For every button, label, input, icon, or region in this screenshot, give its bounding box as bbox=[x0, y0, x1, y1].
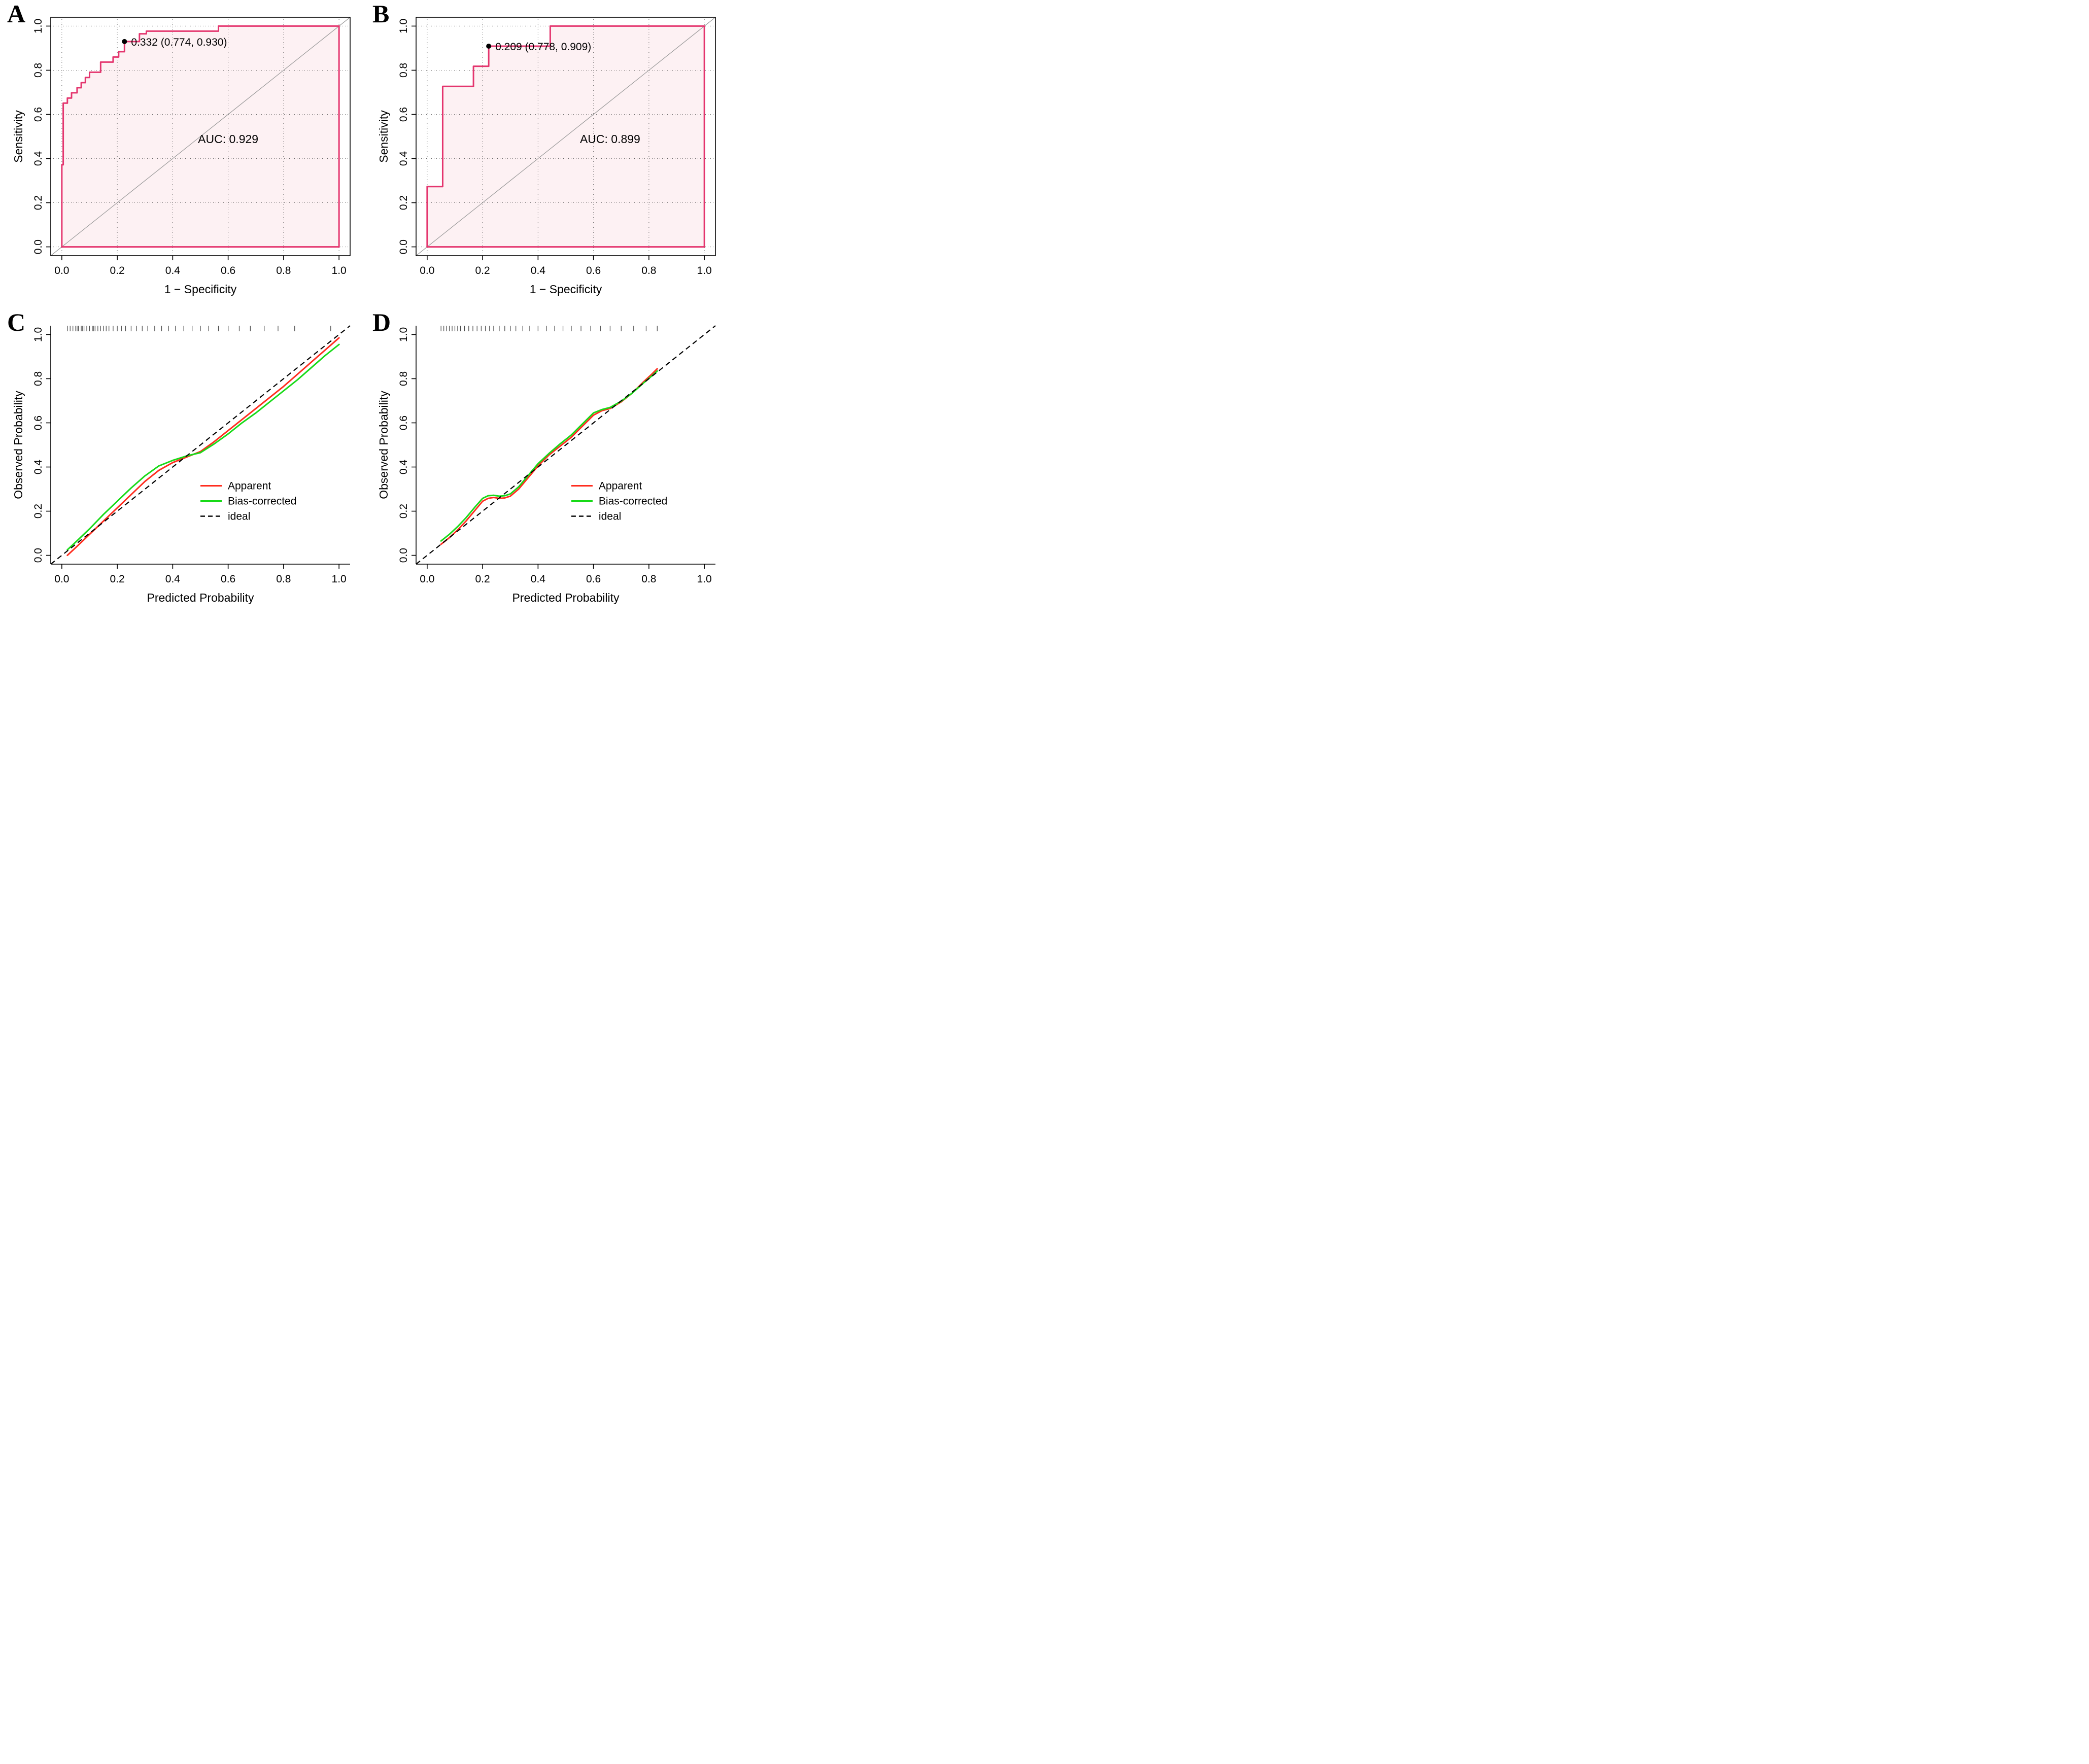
svg-text:0.6: 0.6 bbox=[398, 107, 409, 122]
svg-text:0.2: 0.2 bbox=[32, 504, 44, 518]
panel-d: D Apparent Bias-corrected ideal 0.0 0.2 0.4 0.… bbox=[365, 308, 731, 617]
svg-text:Bias-corrected: Bias-corrected bbox=[228, 496, 296, 507]
svg-text:0.2: 0.2 bbox=[475, 573, 490, 585]
svg-text:0.2: 0.2 bbox=[32, 195, 44, 210]
svg-text:Predicted Probability: Predicted Probability bbox=[147, 591, 254, 604]
svg-text:0.8: 0.8 bbox=[398, 371, 409, 386]
svg-text:ideal: ideal bbox=[599, 511, 621, 523]
svg-text:0.8: 0.8 bbox=[32, 371, 44, 386]
svg-text:1.0: 1.0 bbox=[32, 19, 44, 33]
svg-text:Predicted Probability: Predicted Probability bbox=[512, 591, 620, 604]
svg-text:AUC: 0.899: AUC: 0.899 bbox=[580, 132, 640, 146]
svg-text:1.0: 1.0 bbox=[398, 19, 409, 33]
svg-text:0.4: 0.4 bbox=[32, 151, 44, 166]
svg-text:0.4: 0.4 bbox=[531, 573, 546, 585]
svg-text:0.332 (0.774, 0.930): 0.332 (0.774, 0.930) bbox=[131, 37, 227, 48]
svg-text:0.6: 0.6 bbox=[221, 265, 235, 276]
panel-label-a: A bbox=[7, 0, 26, 28]
calibration-chart-c: Apparent Bias-corrected ideal 0.0 0.2 0.4 0.6 0… bbox=[12, 325, 351, 604]
svg-text:Apparent: Apparent bbox=[228, 480, 271, 492]
svg-text:0.0: 0.0 bbox=[32, 548, 44, 563]
svg-text:0.4: 0.4 bbox=[165, 573, 181, 585]
svg-text:0.8: 0.8 bbox=[641, 573, 656, 585]
svg-text:Apparent: Apparent bbox=[599, 480, 642, 492]
svg-text:0.6: 0.6 bbox=[586, 573, 601, 585]
svg-text:0.8: 0.8 bbox=[641, 265, 656, 276]
svg-text:0.2: 0.2 bbox=[110, 265, 125, 276]
svg-text:Observed Probability: Observed Probability bbox=[12, 391, 25, 499]
svg-text:0.4: 0.4 bbox=[531, 265, 546, 276]
svg-text:0.0: 0.0 bbox=[54, 265, 69, 276]
svg-text:0.2: 0.2 bbox=[110, 573, 125, 585]
svg-text:1.0: 1.0 bbox=[332, 265, 347, 276]
svg-text:0.6: 0.6 bbox=[586, 265, 601, 276]
svg-text:0.8: 0.8 bbox=[32, 63, 44, 78]
svg-text:1 − Specificity: 1 − Specificity bbox=[164, 283, 237, 296]
svg-text:0.6: 0.6 bbox=[32, 416, 44, 430]
svg-text:0.4: 0.4 bbox=[398, 460, 409, 475]
svg-text:0.0: 0.0 bbox=[420, 573, 434, 585]
svg-text:Sensitivity: Sensitivity bbox=[377, 110, 390, 163]
svg-text:0.6: 0.6 bbox=[398, 416, 409, 430]
calibration-chart-d: Apparent Bias-corrected ideal 0.0 0.2 0.4 0.6 0… bbox=[377, 325, 716, 604]
svg-text:1.0: 1.0 bbox=[697, 573, 712, 585]
svg-text:1.0: 1.0 bbox=[332, 573, 347, 585]
svg-text:0.4: 0.4 bbox=[398, 151, 409, 166]
panel-b: B 0.209 (0.778, 0.909) AUC: 0.899 0.0 0.2 0.… bbox=[365, 0, 731, 308]
svg-text:0.0: 0.0 bbox=[32, 239, 44, 254]
svg-text:0.4: 0.4 bbox=[165, 265, 181, 276]
svg-text:0.2: 0.2 bbox=[398, 504, 409, 518]
roc-chart-a: 0.332 (0.774, 0.930) AUC: 0.929 0.0 0.2 0.4 0… bbox=[12, 17, 351, 296]
svg-text:ideal: ideal bbox=[228, 511, 250, 523]
svg-text:0.0: 0.0 bbox=[54, 573, 69, 585]
svg-text:1 − Specificity: 1 − Specificity bbox=[530, 283, 602, 296]
svg-text:0.8: 0.8 bbox=[276, 573, 291, 585]
svg-text:0.8: 0.8 bbox=[398, 63, 409, 78]
svg-text:0.0: 0.0 bbox=[420, 265, 434, 276]
svg-text:0.0: 0.0 bbox=[398, 548, 409, 563]
svg-text:0.4: 0.4 bbox=[32, 460, 44, 475]
svg-text:Sensitivity: Sensitivity bbox=[12, 110, 25, 163]
panel-label-d: D bbox=[372, 308, 391, 336]
panel-label-c: C bbox=[7, 308, 26, 336]
svg-text:AUC: 0.929: AUC: 0.929 bbox=[198, 132, 258, 146]
svg-text:0.0: 0.0 bbox=[398, 239, 409, 254]
svg-text:0.8: 0.8 bbox=[276, 265, 291, 276]
panel-a: A 0.332 (0.774, 0.930) AUC: 0.929 0.0 0.2 0.… bbox=[0, 0, 365, 308]
panel-c: C Apparent Bias-corrected ideal 0.0 0.2 0.4 0.… bbox=[0, 308, 365, 617]
panel-label-b: B bbox=[372, 0, 390, 28]
svg-text:1.0: 1.0 bbox=[398, 327, 409, 342]
svg-text:1.0: 1.0 bbox=[697, 265, 712, 276]
svg-text:0.6: 0.6 bbox=[221, 573, 235, 585]
figure-grid: A 0.332 (0.774, 0.930) AUC: 0.929 0.0 0.2 0.… bbox=[0, 0, 731, 617]
svg-text:0.2: 0.2 bbox=[398, 195, 409, 210]
svg-text:0.209 (0.778, 0.909): 0.209 (0.778, 0.909) bbox=[495, 41, 591, 53]
svg-text:0.2: 0.2 bbox=[475, 265, 490, 276]
svg-text:1.0: 1.0 bbox=[32, 327, 44, 342]
svg-text:0.6: 0.6 bbox=[32, 107, 44, 122]
svg-text:Bias-corrected: Bias-corrected bbox=[599, 496, 667, 507]
roc-chart-b: 0.209 (0.778, 0.909) AUC: 0.899 0.0 0.2 0.4 0… bbox=[377, 17, 716, 296]
svg-text:Observed Probability: Observed Probability bbox=[377, 391, 390, 499]
